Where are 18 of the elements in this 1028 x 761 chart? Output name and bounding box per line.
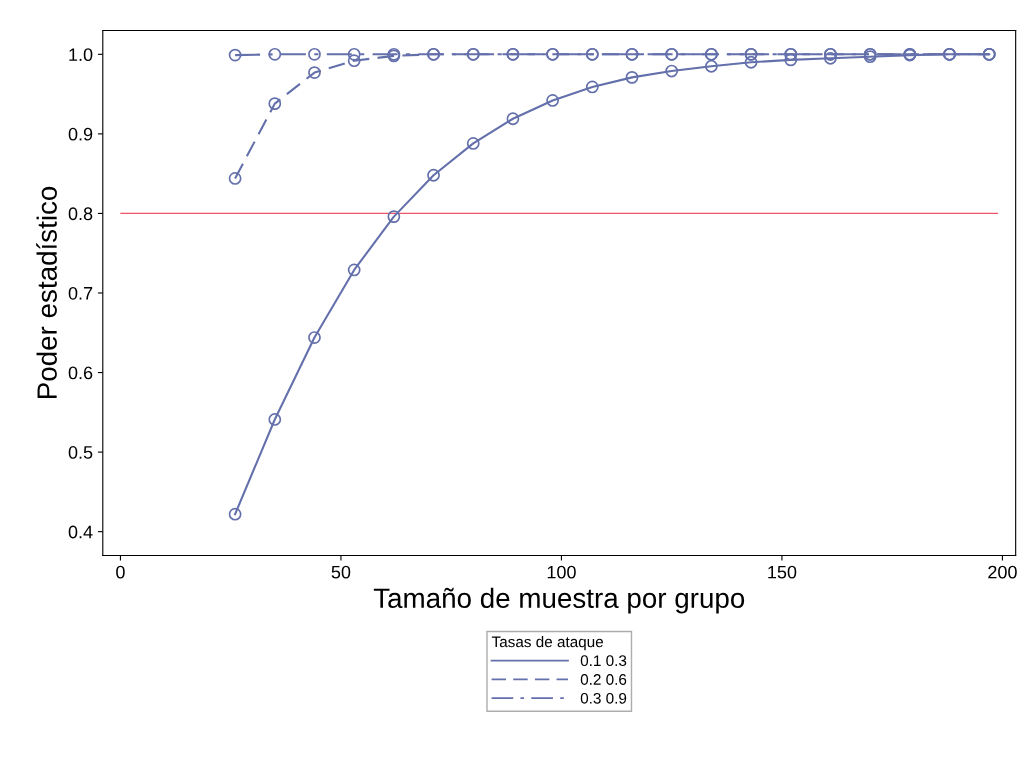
legend-title: Tasas de ataque — [491, 636, 603, 651]
legend-label: 0.2 0.6 — [580, 674, 627, 685]
y-axis-title: Poder estadístico — [36, 186, 57, 399]
legend-label: 0.1 0.3 — [580, 655, 627, 667]
x-tick-label: 150 — [768, 565, 797, 579]
y-tick-label: 0.4 — [68, 525, 93, 539]
y-tick-label: 1.0 — [69, 48, 93, 62]
y-tick-label: 0.6 — [68, 366, 93, 380]
x-tick-label: 200 — [988, 565, 1017, 579]
x-tick-label: 100 — [547, 565, 576, 579]
x-tick-label: 50 — [331, 565, 351, 579]
y-tick-label: 0.9 — [68, 127, 93, 141]
y-tick-label: 0.7 — [68, 286, 93, 300]
x-tick-label: 0 — [116, 565, 125, 579]
y-tick-label: 0.8 — [68, 207, 93, 221]
legend-label: 0.3 0.9 — [580, 692, 627, 704]
x-axis-title: Tamaño de muestra por grupo — [373, 587, 745, 614]
y-tick-label: 0.5 — [68, 446, 93, 459]
